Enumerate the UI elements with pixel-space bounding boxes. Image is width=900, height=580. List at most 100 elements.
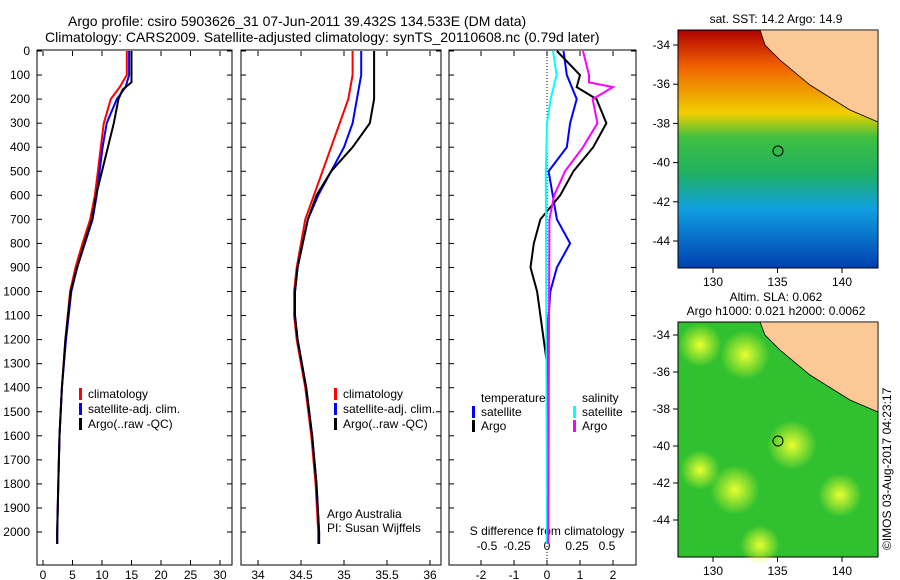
y-tick-label: 1500 [3, 405, 30, 419]
y-tick-label: 1000 [3, 285, 30, 299]
lon-label: 140 [832, 564, 852, 578]
panel-temperature: 051015202530temperature (deg C)010020030… [3, 44, 233, 580]
x-tick-label: 35 [337, 568, 351, 580]
y-tick-label: 600 [10, 188, 30, 202]
x-tick-label: 30 [213, 568, 227, 580]
series-t-argo [529, 50, 608, 544]
lat-label: -42 [653, 195, 671, 209]
y-tick-label: 1900 [3, 501, 30, 515]
legend-label: Argo(..raw -QC) [88, 417, 173, 431]
legend-label: Argo [481, 419, 507, 433]
legend-label: satellite-adj. clim. [343, 402, 435, 416]
legend-header: temperature [481, 391, 546, 405]
s-tick-label: 0.5 [599, 539, 616, 553]
y-tick-label: 800 [10, 236, 30, 250]
series-t-satellite [546, 50, 578, 544]
lat-label: -36 [653, 365, 671, 379]
series-argo-raw-qc- [294, 51, 376, 544]
x-tick-label: 35.5 [375, 568, 399, 580]
series-s-satellite [544, 50, 558, 545]
sla-map: Altim. SLA: 0.062 Argo h1000: 0.021 h200… [653, 290, 879, 578]
series-climatology [293, 51, 354, 544]
legend-label: satellite [481, 405, 522, 419]
lat-label: -44 [653, 234, 671, 248]
land [759, 321, 879, 413]
series-argo-raw-qc- [56, 51, 133, 544]
legend-swatch [472, 406, 475, 418]
legend-label: Argo [582, 419, 608, 433]
legend-swatch [79, 403, 82, 415]
panel-salinity: 3434.53535.536salinityclimatologysatelli… [240, 49, 442, 580]
x-tick-label: 10 [95, 568, 109, 580]
y-tick-label: 700 [10, 212, 30, 226]
legend-swatch [334, 418, 337, 430]
x-tick-label: 36 [423, 568, 437, 580]
lon-label: 135 [767, 275, 787, 289]
lat-label: -42 [653, 476, 671, 490]
y-tick-label: 1100 [4, 309, 30, 323]
legend-swatch [472, 420, 475, 432]
plot-frame [240, 49, 442, 566]
y-tick-label: 100 [10, 68, 30, 82]
map2-title-1: Altim. SLA: 0.062 [730, 290, 823, 304]
legend-swatch [334, 403, 337, 415]
annotation: PI: Susan Wijffels [327, 521, 421, 535]
y-tick-label: 1300 [3, 357, 30, 371]
lat-label: -40 [653, 439, 671, 453]
y-tick-label: 300 [10, 116, 30, 130]
x-tick-label: 0 [40, 568, 47, 580]
y-tick-label: 500 [10, 164, 30, 178]
series-s-argo [547, 50, 616, 545]
s-tick-label: -0.25 [503, 539, 531, 553]
series-satellite-adj-clim- [56, 51, 131, 544]
x-tick-label: -2 [476, 568, 487, 580]
legend-label: climatology [88, 387, 148, 401]
s-tick-label: -0.5 [477, 539, 498, 553]
lon-label: 130 [703, 275, 723, 289]
lat-label: -40 [653, 156, 671, 170]
lon-label: 135 [767, 564, 787, 578]
legend-label: satellite-adj. clim. [88, 402, 180, 416]
y-tick-label: 2000 [3, 525, 30, 539]
credit: ©IMOS 03-Aug-2017 04:23:17 [880, 387, 894, 550]
lat-label: -34 [653, 38, 671, 52]
x-tick-label: -1 [509, 568, 520, 580]
lat-label: -38 [653, 402, 671, 416]
y-tick-label: 900 [10, 260, 30, 274]
sst-map: sat. SST: 14.2 Argo: 14.9 -34 -36 -38 -40 -4… [653, 12, 879, 289]
lat-label: -34 [653, 328, 671, 342]
s-tick-label: 0.25 [565, 539, 589, 553]
legend-label: Argo(..raw -QC) [343, 417, 428, 431]
legend-label: satellite [582, 405, 623, 419]
title-line-2: Climatology: CARS2009. Satellite-adjuste… [45, 29, 600, 45]
y-tick-label: 200 [10, 92, 30, 106]
x-tick-label: 15 [125, 568, 139, 580]
x-tick-label: 2 [610, 568, 617, 580]
legend-swatch [79, 388, 82, 400]
y-tick-label: 400 [10, 140, 30, 154]
x-tick-label: 1 [577, 568, 584, 580]
lat-label: -44 [653, 513, 671, 527]
plot-frame [448, 49, 637, 566]
legend-swatch [334, 388, 337, 400]
y-tick-label: 1800 [3, 477, 30, 491]
argo-location-marker [772, 145, 784, 157]
y-tick-label: 1200 [3, 333, 30, 347]
annotation: Argo Australia [327, 507, 402, 521]
legend-swatch [573, 406, 576, 418]
lat-label: -36 [653, 77, 671, 91]
y-tick-label: 0 [23, 44, 30, 58]
map2-title-2: Argo h1000: 0.021 h2000: 0.0062 [687, 304, 866, 318]
legend-header: salinity [582, 391, 619, 405]
title-line-1: Argo profile: csiro 5903626_31 07-Jun-20… [68, 13, 527, 29]
argo-location-marker [772, 435, 784, 447]
y-tick-label: 1600 [3, 429, 30, 443]
lon-label: 130 [703, 564, 723, 578]
series-climatology [56, 51, 128, 544]
y-tick-label: 1400 [3, 381, 30, 395]
legend-swatch [573, 420, 576, 432]
map1-title: sat. SST: 14.2 Argo: 14.9 [710, 12, 843, 26]
plot-frame [36, 49, 233, 566]
